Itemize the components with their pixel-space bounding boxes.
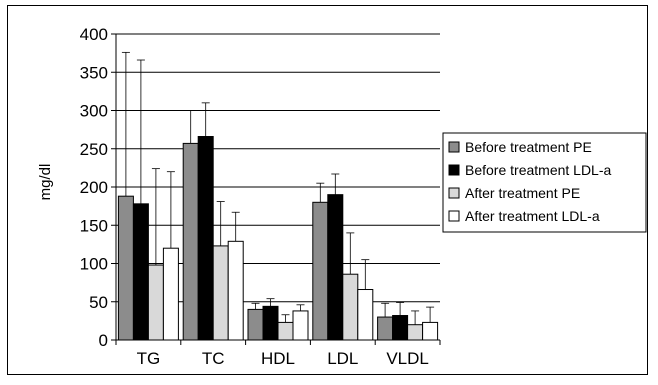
bar-vldl-series-3 bbox=[407, 324, 424, 341]
bar-ldl-series-4 bbox=[357, 289, 374, 341]
chart-frame bbox=[7, 5, 648, 375]
bar-vldl-series-1 bbox=[377, 316, 394, 341]
x-tick-label: LDL bbox=[327, 349, 358, 368]
y-tick-label: 50 bbox=[89, 293, 108, 312]
bar-tc-series-1 bbox=[182, 142, 199, 341]
bar-tc-series-3 bbox=[212, 245, 229, 341]
bars bbox=[117, 136, 439, 341]
bar-ldl-series-2 bbox=[327, 194, 344, 341]
bar-tc-series-2 bbox=[197, 136, 214, 341]
legend-entry: After treatment LDL-a bbox=[465, 208, 600, 224]
legend-swatch bbox=[448, 164, 460, 176]
axes bbox=[111, 33, 441, 345]
bar-tg-series-4 bbox=[162, 247, 179, 341]
legend-swatch bbox=[448, 187, 460, 199]
y-tick-label: 350 bbox=[80, 63, 108, 82]
bar-hdl-series-1 bbox=[247, 308, 264, 341]
bar-ldl-series-3 bbox=[342, 273, 359, 341]
bar-tg-series-3 bbox=[147, 264, 164, 341]
bar-vldl-series-4 bbox=[422, 321, 439, 341]
y-tick-label: 300 bbox=[80, 102, 108, 121]
bar-tc-series-4 bbox=[227, 240, 244, 341]
bar-tg-series-2 bbox=[132, 203, 149, 341]
x-tick-label: HDL bbox=[261, 349, 295, 368]
legend-entry: Before treatment LDL-a bbox=[465, 162, 612, 178]
legend-entry: After treatment PE bbox=[465, 185, 580, 201]
legend: Before treatment PE Before treatment LDL-… bbox=[442, 132, 647, 233]
y-tick-label: 200 bbox=[80, 178, 108, 197]
x-tick-labels: TG TC HDL LDL VLDL bbox=[137, 349, 429, 368]
bar-tg-series-1 bbox=[117, 195, 134, 341]
y-tick-label: 250 bbox=[80, 140, 108, 159]
y-tick-label: 100 bbox=[80, 255, 108, 274]
bar-hdl-series-4 bbox=[292, 310, 309, 341]
x-tick-label: TC bbox=[202, 349, 225, 368]
gridlines bbox=[116, 33, 440, 303]
y-tick-labels: 0 50 100 150 200 250 300 350 400 bbox=[80, 25, 108, 350]
bar-hdl-series-3 bbox=[277, 321, 294, 341]
y-tick-label: 400 bbox=[80, 25, 108, 44]
error-bars bbox=[121, 51, 435, 325]
legend-swatch bbox=[448, 210, 460, 222]
legend-swatch bbox=[448, 141, 460, 153]
y-axis-label: mg/dl bbox=[37, 164, 54, 201]
legend-box bbox=[442, 132, 647, 233]
x-tick-label: VLDL bbox=[386, 349, 429, 368]
legend-entry: Before treatment PE bbox=[465, 139, 592, 155]
y-tick-label: 150 bbox=[80, 216, 108, 235]
y-tick-label: 0 bbox=[99, 331, 108, 350]
x-tick-label: TG bbox=[137, 349, 161, 368]
bar-ldl-series-1 bbox=[312, 201, 329, 341]
bar-hdl-series-2 bbox=[262, 305, 279, 341]
bar-vldl-series-2 bbox=[392, 315, 409, 341]
